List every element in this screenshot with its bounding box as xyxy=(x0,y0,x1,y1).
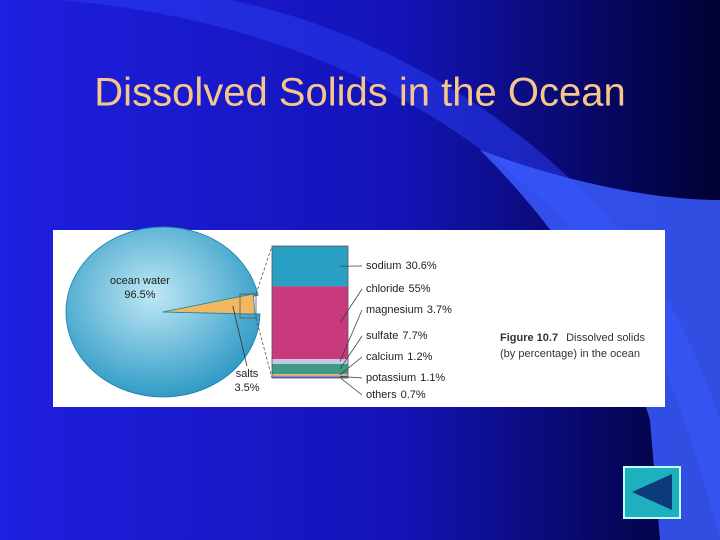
segment-value: 55% xyxy=(409,283,431,295)
label-leader xyxy=(339,309,363,362)
caption-line: Figure 10.7 Dissolved solids xyxy=(500,332,645,344)
segment-label: others 0.7% xyxy=(366,389,426,401)
stack-segment xyxy=(272,246,348,287)
segment-name: sodium xyxy=(366,260,401,272)
label-leader xyxy=(339,376,363,379)
label-leader xyxy=(339,288,363,323)
segment-label: potassium 1.1% xyxy=(366,372,445,384)
segment-label: sulfate 7.7% xyxy=(366,330,428,342)
segment-name: magnesium xyxy=(366,304,423,316)
segment-label: chloride 55% xyxy=(366,283,431,295)
pie-slice xyxy=(162,293,256,315)
zoom-box xyxy=(239,293,257,319)
segment-label: magnesium 3.7% xyxy=(366,304,452,316)
caption-text: Dissolved solids xyxy=(566,332,645,344)
segment-label: sodium 30.6% xyxy=(366,260,437,272)
caption-text: (by percentage) in the ocean xyxy=(500,348,640,360)
segment-name: sulfate xyxy=(366,330,398,342)
stack-segment xyxy=(272,358,348,364)
leader-line xyxy=(232,305,248,367)
figure-number: Figure 10.7 xyxy=(500,332,558,344)
stack-segment xyxy=(272,286,348,359)
slice-value: 3.5% xyxy=(234,382,259,394)
slice-value: 96.5% xyxy=(124,289,155,301)
slice-label: salts xyxy=(236,368,259,380)
column-frame xyxy=(271,245,349,379)
stack-segment xyxy=(272,377,348,378)
slide-title: Dissolved Solids in the Ocean xyxy=(94,71,625,115)
segment-name: potassium xyxy=(366,372,416,384)
segment-value: 7.7% xyxy=(402,330,427,342)
label-leader xyxy=(339,377,363,396)
segment-value: 1.1% xyxy=(420,372,445,384)
back-arrow[interactable] xyxy=(632,474,672,510)
label-leader xyxy=(339,356,363,376)
label-leader xyxy=(339,335,363,370)
zoom-line xyxy=(255,245,273,295)
slice-label: ocean water xyxy=(110,275,170,287)
zoom-line xyxy=(255,317,273,379)
back-button[interactable] xyxy=(623,466,681,519)
segment-name: calcium xyxy=(366,351,403,363)
segment-value: 30.6% xyxy=(405,260,436,272)
stack-segment xyxy=(272,363,348,375)
segment-name: others xyxy=(366,389,397,401)
segment-value: 1.2% xyxy=(407,351,432,363)
segment-name: chloride xyxy=(366,283,405,295)
stack-segment xyxy=(272,375,348,378)
segment-label: calcium 1.2% xyxy=(366,351,433,363)
segment-value: 3.7% xyxy=(427,304,452,316)
segment-value: 0.7% xyxy=(401,389,426,401)
stack-segment xyxy=(272,374,348,376)
